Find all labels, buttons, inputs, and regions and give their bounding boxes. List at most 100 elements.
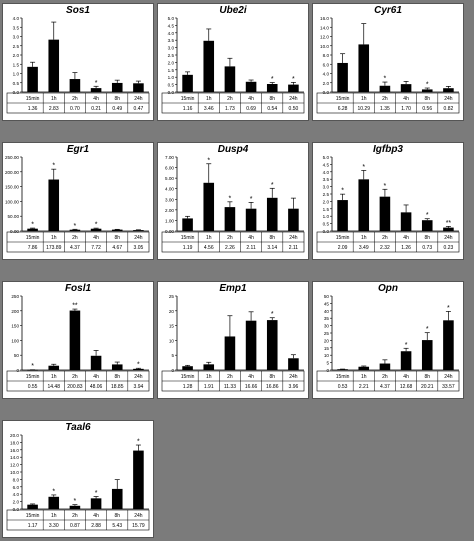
data-label: 1.19 bbox=[183, 245, 193, 251]
data-label: 2.21 bbox=[359, 384, 369, 390]
data-label: 2.11 bbox=[246, 245, 256, 251]
panel-opn: Opn 0 5 10 15 20 25 30 35 40 45 50 * * * 15min 0.53 1h 2.… bbox=[312, 281, 464, 399]
data-label: 0.82 bbox=[444, 106, 454, 112]
y-tick-label: 6.0 bbox=[323, 62, 330, 67]
data-label: 48.06 bbox=[90, 384, 103, 390]
significance-mark: * bbox=[137, 439, 140, 446]
y-tick-label: 0.00 bbox=[10, 229, 19, 234]
x-tick-label: 24h bbox=[134, 235, 143, 241]
y-tick-label: 45 bbox=[324, 301, 330, 306]
bar-chart-igfbp3: 0.00.51.01.52.02.53.03.54.04.55.0******1… bbox=[316, 155, 460, 253]
panel-cyr61: Cyr61 0.0 2.0 4.0 6.0 8.0 10.0 12.0 14.0 16.0 * * 1… bbox=[312, 3, 464, 121]
gene-title: Sos1 bbox=[66, 5, 90, 16]
x-tick-label: 8h bbox=[114, 374, 120, 380]
data-label: 6.28 bbox=[338, 106, 348, 112]
significance-mark: * bbox=[250, 196, 253, 203]
x-tick-label: 24h bbox=[134, 513, 143, 519]
x-tick-label: 24h bbox=[444, 96, 453, 102]
y-tick-label: 4.0 bbox=[323, 170, 330, 175]
y-tick-label: 10 bbox=[324, 353, 330, 358]
significance-mark: * bbox=[74, 498, 77, 505]
x-tick-label: 15min bbox=[336, 96, 350, 102]
significance-mark: * bbox=[271, 182, 274, 189]
data-label: 4.37 bbox=[380, 384, 390, 390]
y-tick-label: 1.00 bbox=[165, 218, 174, 223]
y-tick-label: 1.0 bbox=[13, 72, 20, 77]
bar bbox=[400, 212, 412, 231]
data-label: 2.09 bbox=[338, 245, 348, 251]
data-label: 1.35 bbox=[380, 106, 390, 112]
y-tick-label: 2.0 bbox=[168, 60, 175, 65]
x-tick-label: 8h bbox=[114, 96, 120, 102]
data-label: 2.26 bbox=[225, 245, 235, 251]
y-tick-label: 200 bbox=[11, 309, 19, 314]
data-label: 2.32 bbox=[380, 245, 390, 251]
gene-title: Cyr61 bbox=[374, 5, 402, 16]
panel-egr1: Egr1 0.00 50.00 100.00 150.00 200.00 250.00 * *… bbox=[2, 142, 154, 260]
y-tick-label: 4.5 bbox=[323, 162, 330, 167]
y-tick-label: 16.0 bbox=[320, 16, 329, 21]
significance-mark: * bbox=[52, 163, 55, 170]
x-tick-label: 24h bbox=[444, 235, 453, 241]
data-label: 2.88 bbox=[91, 523, 101, 529]
x-tick-label: 4h bbox=[93, 96, 99, 102]
y-tick-label: 20.0 bbox=[10, 433, 19, 438]
y-tick-label: 3.00 bbox=[165, 197, 174, 202]
data-label: 20.21 bbox=[421, 384, 434, 390]
data-label: 3.94 bbox=[134, 384, 144, 390]
data-label: 1.26 bbox=[401, 245, 411, 251]
y-tick-label: 0 bbox=[171, 368, 174, 373]
data-label: 7.72 bbox=[91, 245, 101, 251]
data-label: 1.17 bbox=[28, 523, 38, 529]
bar bbox=[48, 179, 60, 231]
data-label: 2.83 bbox=[49, 106, 59, 112]
bar bbox=[111, 82, 123, 92]
y-tick-label: 3.0 bbox=[168, 46, 175, 51]
bar bbox=[288, 84, 299, 92]
significance-mark: * bbox=[95, 80, 98, 87]
bar bbox=[27, 504, 38, 509]
x-tick-label: 8h bbox=[424, 96, 430, 102]
x-tick-label: 1h bbox=[206, 235, 212, 241]
bar-chart-cyr61: 0.0 2.0 4.0 6.0 8.0 10.0 12.0 14.0 16.0 * * 15min 6.… bbox=[316, 16, 460, 114]
gene-title: Fosl1 bbox=[64, 283, 92, 294]
significance-mark: * bbox=[405, 342, 408, 349]
y-tick-label: 0.0 bbox=[13, 90, 20, 95]
y-tick-label: 0.00 bbox=[165, 229, 174, 234]
x-tick-label: 24h bbox=[289, 374, 298, 380]
y-tick-label: 8.0 bbox=[13, 477, 20, 482]
y-tick-label: 35 bbox=[324, 316, 330, 321]
bar bbox=[379, 196, 391, 231]
y-tick-label: 4.0 bbox=[168, 31, 175, 36]
data-label: 16.66 bbox=[245, 384, 258, 390]
y-tick-label: 50.00 bbox=[8, 214, 20, 219]
y-tick-label: 150.00 bbox=[5, 185, 19, 190]
y-tick-label: 5 bbox=[326, 361, 329, 366]
data-label: 0.87 bbox=[70, 523, 80, 529]
x-tick-label: 1h bbox=[361, 96, 367, 102]
bar bbox=[27, 369, 38, 371]
y-tick-label: 12.0 bbox=[10, 463, 19, 468]
significance-mark: * bbox=[426, 212, 429, 219]
bar bbox=[203, 364, 215, 370]
bar bbox=[443, 320, 454, 370]
y-tick-label: 2.5 bbox=[13, 44, 20, 49]
x-tick-label: 8h bbox=[269, 374, 275, 380]
y-tick-label: 15 bbox=[324, 346, 330, 351]
bar bbox=[27, 66, 38, 92]
bar bbox=[111, 488, 123, 509]
data-label: 0.69 bbox=[246, 106, 256, 112]
significance-mark: * bbox=[95, 490, 98, 497]
bar bbox=[182, 218, 193, 231]
bar bbox=[69, 505, 81, 509]
y-tick-label: 2.0 bbox=[323, 199, 330, 204]
x-tick-label: 15min bbox=[26, 374, 40, 380]
significance-mark: * bbox=[292, 76, 295, 83]
panel-fosl1: Fosl1 0 50 100 150 200 250 * ** * 15min 0.55 1h 14.4… bbox=[2, 281, 154, 399]
data-label: 7.86 bbox=[28, 245, 38, 251]
x-tick-label: 24h bbox=[289, 96, 298, 102]
y-tick-label: 4.5 bbox=[168, 23, 175, 28]
data-label: 3.05 bbox=[134, 245, 144, 251]
y-tick-label: 18.0 bbox=[10, 440, 19, 445]
